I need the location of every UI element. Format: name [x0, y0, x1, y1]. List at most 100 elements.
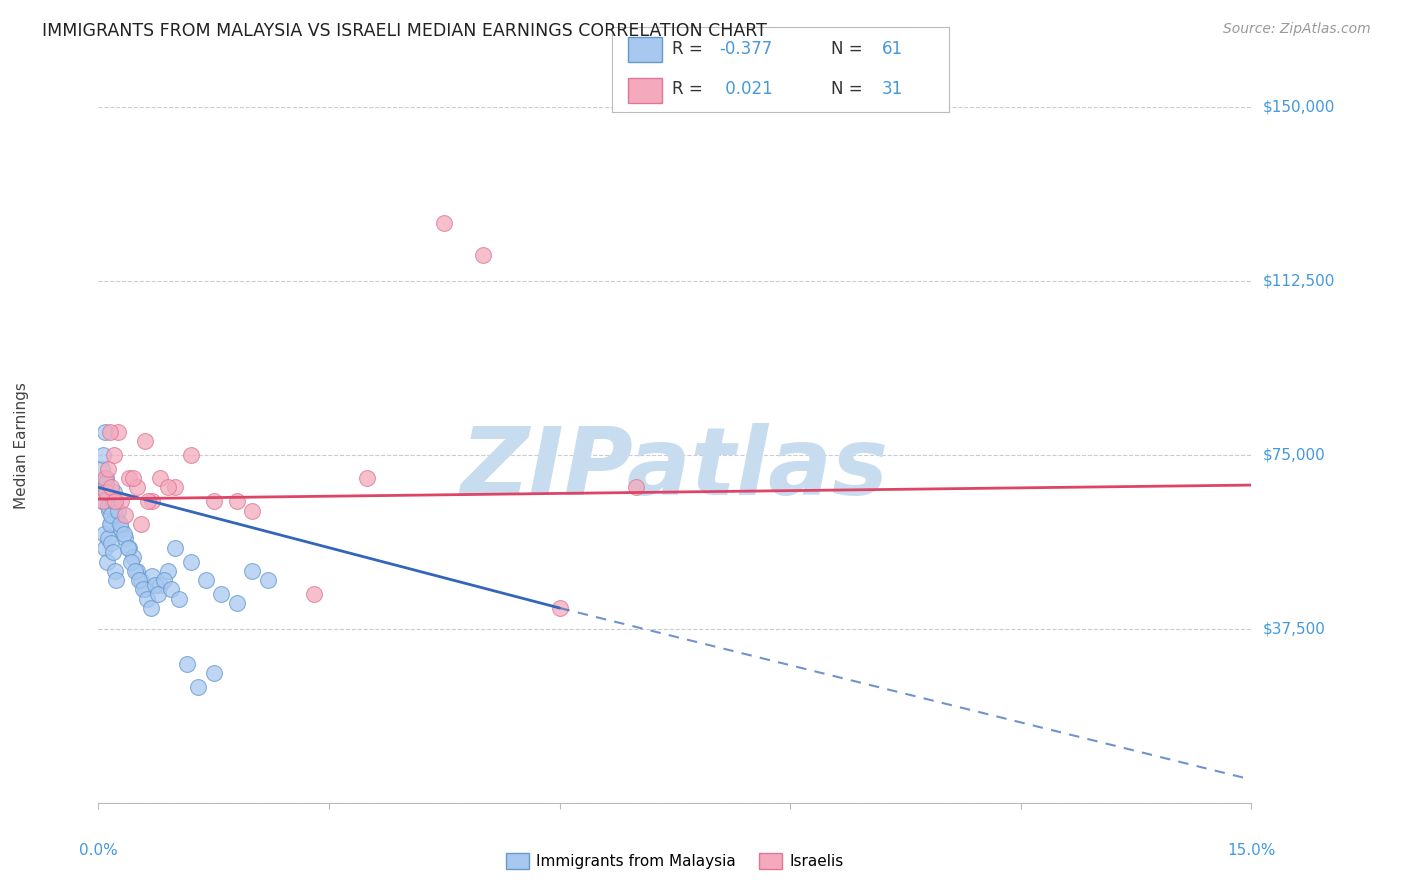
Point [93, 526, 115, 541]
Point [471, 248, 494, 262]
Point [97, 490, 120, 504]
Point [98, 503, 121, 517]
Point [100, 508, 122, 523]
Point [97, 532, 120, 546]
Point [94, 475, 117, 490]
Point [110, 522, 132, 536]
Point [152, 573, 174, 587]
Text: $37,500: $37,500 [1263, 622, 1326, 636]
Point [121, 555, 143, 569]
Point [180, 555, 202, 569]
Text: R =: R = [672, 40, 709, 58]
Text: N =: N = [831, 40, 868, 58]
Point [104, 508, 127, 523]
Point [202, 494, 225, 508]
Point [122, 471, 145, 485]
Point [626, 480, 648, 494]
Point [548, 601, 571, 615]
Text: $75,000: $75,000 [1263, 448, 1326, 462]
Point [91, 494, 114, 508]
Point [433, 216, 456, 230]
Point [97, 462, 120, 476]
Point [97, 499, 120, 513]
Point [148, 587, 170, 601]
Text: $150,000: $150,000 [1263, 100, 1334, 114]
Point [225, 494, 247, 508]
Point [138, 494, 160, 508]
Text: 31: 31 [882, 80, 903, 98]
Point [107, 503, 129, 517]
Point [209, 587, 232, 601]
Point [91, 448, 114, 462]
Point [91, 494, 114, 508]
Point [93, 425, 115, 439]
Point [225, 596, 247, 610]
Point [114, 532, 136, 546]
Text: Source: ZipAtlas.com: Source: ZipAtlas.com [1223, 22, 1371, 37]
Point [105, 513, 128, 527]
Point [187, 680, 209, 694]
Point [104, 494, 127, 508]
Point [149, 471, 172, 485]
Point [108, 517, 131, 532]
Point [94, 471, 117, 485]
Point [94, 541, 117, 555]
Point [356, 471, 378, 485]
Point [167, 591, 190, 606]
Point [160, 582, 183, 597]
Text: 0.021: 0.021 [720, 80, 772, 98]
Point [302, 587, 325, 601]
Bar [628, 78, 662, 103]
Point [256, 573, 278, 587]
Point [101, 545, 124, 559]
Point [156, 480, 179, 494]
Point [117, 541, 139, 555]
Point [105, 573, 128, 587]
Point [165, 480, 187, 494]
Point [114, 508, 136, 523]
Point [125, 480, 148, 494]
Point [129, 517, 152, 532]
Point [134, 434, 156, 448]
Text: 0.0%: 0.0% [79, 843, 118, 858]
Point [100, 536, 122, 550]
Point [195, 573, 218, 587]
Point [93, 471, 115, 485]
Text: 15.0%: 15.0% [1227, 843, 1275, 858]
Point [103, 564, 125, 578]
Point [156, 564, 179, 578]
Point [91, 462, 114, 476]
Point [110, 494, 132, 508]
Point [202, 665, 225, 680]
Point [149, 578, 172, 592]
Point [139, 601, 162, 615]
Text: R =: R = [672, 80, 709, 98]
Point [103, 448, 125, 462]
Point [240, 503, 263, 517]
Point [118, 541, 141, 555]
Point [143, 578, 166, 592]
Point [176, 657, 198, 671]
Text: ZIPatlas: ZIPatlas [461, 423, 889, 515]
Text: 61: 61 [882, 40, 903, 58]
Point [180, 448, 202, 462]
Point [240, 564, 263, 578]
Point [96, 555, 118, 569]
Point [134, 582, 156, 597]
Point [128, 573, 150, 587]
Point [125, 564, 148, 578]
Point [129, 573, 152, 587]
Text: $112,500: $112,500 [1263, 274, 1334, 288]
Point [165, 541, 187, 555]
Text: IMMIGRANTS FROM MALAYSIA VS ISRAELI MEDIAN EARNINGS CORRELATION CHART: IMMIGRANTS FROM MALAYSIA VS ISRAELI MEDI… [42, 22, 768, 40]
Text: -0.377: -0.377 [720, 40, 773, 58]
Point [135, 591, 157, 606]
Point [93, 480, 115, 494]
Point [124, 564, 146, 578]
Point [101, 494, 124, 508]
Point [94, 485, 117, 500]
Point [112, 526, 135, 541]
Point [98, 425, 121, 439]
Point [103, 485, 125, 500]
Point [100, 517, 122, 532]
